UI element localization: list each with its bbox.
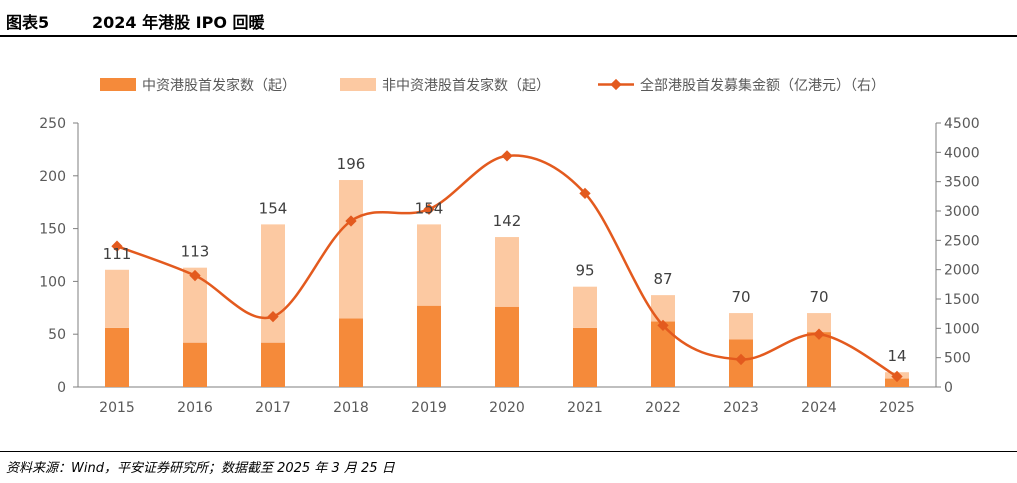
- bar-total-label: 154: [259, 199, 288, 217]
- bar-non-chinese-ipo: [261, 224, 285, 343]
- left-axis-tick-label: 150: [39, 222, 66, 238]
- bar-chinese-ipo: [651, 321, 675, 387]
- ipo-amount-point: [735, 353, 747, 366]
- left-axis-tick-label: 200: [39, 169, 66, 185]
- bar-chinese-ipo: [885, 378, 909, 387]
- bar-non-chinese-ipo: [729, 313, 753, 340]
- bar-chinese-ipo: [183, 342, 207, 387]
- legend-swatch-chinese: [100, 78, 136, 91]
- right-axis-tick-label: 1500: [944, 292, 980, 308]
- bar-total-label: 113: [181, 243, 210, 261]
- right-axis-tick-label: 2500: [944, 233, 980, 249]
- ipo-amount-point: [891, 370, 903, 383]
- left-axis-tick-label: 250: [39, 116, 66, 132]
- figure-number: 图表5: [6, 13, 50, 32]
- legend-label-chinese: 中资港股首发家数（起）: [142, 77, 296, 94]
- legend-label-amount: 全部港股首发募集金额（亿港元）（右）: [640, 77, 885, 94]
- right-axis-tick-label: 4500: [944, 116, 980, 132]
- bar-total-label: 70: [731, 288, 750, 306]
- ipo-amount-point: [267, 310, 279, 323]
- left-axis-tick-label: 50: [48, 327, 66, 343]
- x-axis-tick-label: 2024: [801, 400, 837, 416]
- bar-total-label: 196: [337, 155, 366, 173]
- bar-non-chinese-ipo: [417, 224, 441, 306]
- x-axis-tick-label: 2025: [879, 400, 915, 416]
- figure-title: 2024 年港股 IPO 回暖: [92, 13, 265, 32]
- left-axis-tick-label: 100: [39, 274, 66, 290]
- bar-chinese-ipo: [417, 305, 441, 387]
- ipo-amount-point: [423, 203, 435, 215]
- bar-chinese-ipo: [495, 306, 519, 387]
- bar-total-label: 14: [887, 347, 906, 365]
- source-note: 资料来源：Wind，平安证券研究所；数据截至 2025 年 3 月 25 日: [6, 461, 395, 476]
- bar-chinese-ipo: [105, 327, 129, 387]
- bar-non-chinese-ipo: [807, 313, 831, 333]
- bar-non-chinese-ipo: [651, 295, 675, 322]
- chart-legend: 中资港股首发家数（起） 非中资港股首发家数（起） 全部港股首发募集金额（亿港元）…: [100, 77, 885, 94]
- footer-rule: [0, 451, 1017, 452]
- bar-non-chinese-ipo: [495, 237, 519, 307]
- x-axis-tick-label: 2019: [411, 400, 447, 416]
- ipo-amount-point: [501, 150, 513, 162]
- bar-total-label: 154: [415, 199, 444, 217]
- right-axis-tick-label: 2000: [944, 263, 980, 279]
- bar-chinese-ipo: [807, 332, 831, 387]
- bar-chinese-ipo: [339, 318, 363, 387]
- bar-non-chinese-ipo: [339, 180, 363, 319]
- right-axis-tick-label: 500: [944, 351, 971, 367]
- bar-non-chinese-ipo: [573, 286, 597, 328]
- ipo-chart: 中资港股首发家数（起） 非中资港股首发家数（起） 全部港股首发募集金额（亿港元）…: [39, 77, 979, 416]
- bar-total-label: 87: [653, 270, 672, 288]
- right-axis-tick-label: 1000: [944, 321, 980, 337]
- legend-swatch-non-chinese: [340, 78, 376, 91]
- legend-swatch-marker: [610, 78, 622, 91]
- ipo-amount-point: [345, 215, 357, 227]
- chart-axes: 0501001502002500500100015002000250030003…: [39, 116, 979, 416]
- x-axis-tick-label: 2015: [99, 400, 135, 416]
- x-axis-tick-label: 2023: [723, 400, 759, 416]
- figure-header: 图表5 2024 年港股 IPO 回暖: [0, 0, 1017, 37]
- bar-chinese-ipo: [573, 327, 597, 387]
- bar-total-label: 70: [809, 288, 828, 306]
- bar-total-label: 142: [493, 212, 522, 230]
- x-axis-tick-label: 2017: [255, 400, 291, 416]
- right-axis-tick-label: 3500: [944, 175, 980, 191]
- bar-total-label: 111: [103, 245, 132, 263]
- chart-line: [111, 150, 903, 383]
- legend-label-non-chinese: 非中资港股首发家数（起）: [382, 77, 550, 94]
- x-axis-tick-label: 2016: [177, 400, 213, 416]
- x-axis-tick-label: 2022: [645, 400, 681, 416]
- left-axis-tick-label: 0: [57, 380, 66, 396]
- x-axis-tick-label: 2020: [489, 400, 525, 416]
- right-axis-tick-label: 0: [944, 380, 953, 396]
- ipo-amount-point: [579, 187, 591, 200]
- ipo-amount-point: [813, 328, 825, 340]
- right-axis-tick-label: 3000: [944, 204, 980, 220]
- bar-total-label: 95: [575, 262, 594, 280]
- ipo-amount-point: [189, 269, 201, 282]
- bar-chinese-ipo: [261, 342, 285, 387]
- x-axis-tick-label: 2018: [333, 400, 369, 416]
- bar-non-chinese-ipo: [105, 269, 129, 328]
- right-axis-tick-label: 4000: [944, 145, 980, 161]
- ipo-amount-point: [657, 319, 669, 332]
- chart-bars: [105, 180, 909, 387]
- x-axis-tick-label: 2021: [567, 400, 603, 416]
- chart-data-labels: 111 113 154 196 154 142 95 87 70 70 14: [103, 155, 907, 365]
